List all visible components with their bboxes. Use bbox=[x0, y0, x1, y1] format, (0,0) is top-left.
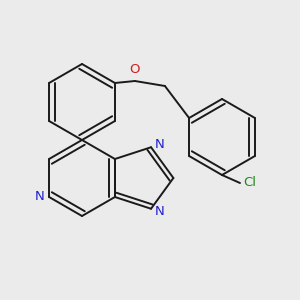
Text: N: N bbox=[155, 205, 165, 218]
Text: Cl: Cl bbox=[243, 176, 256, 190]
Text: O: O bbox=[130, 63, 140, 76]
Text: N: N bbox=[155, 138, 165, 151]
Text: N: N bbox=[34, 190, 44, 203]
